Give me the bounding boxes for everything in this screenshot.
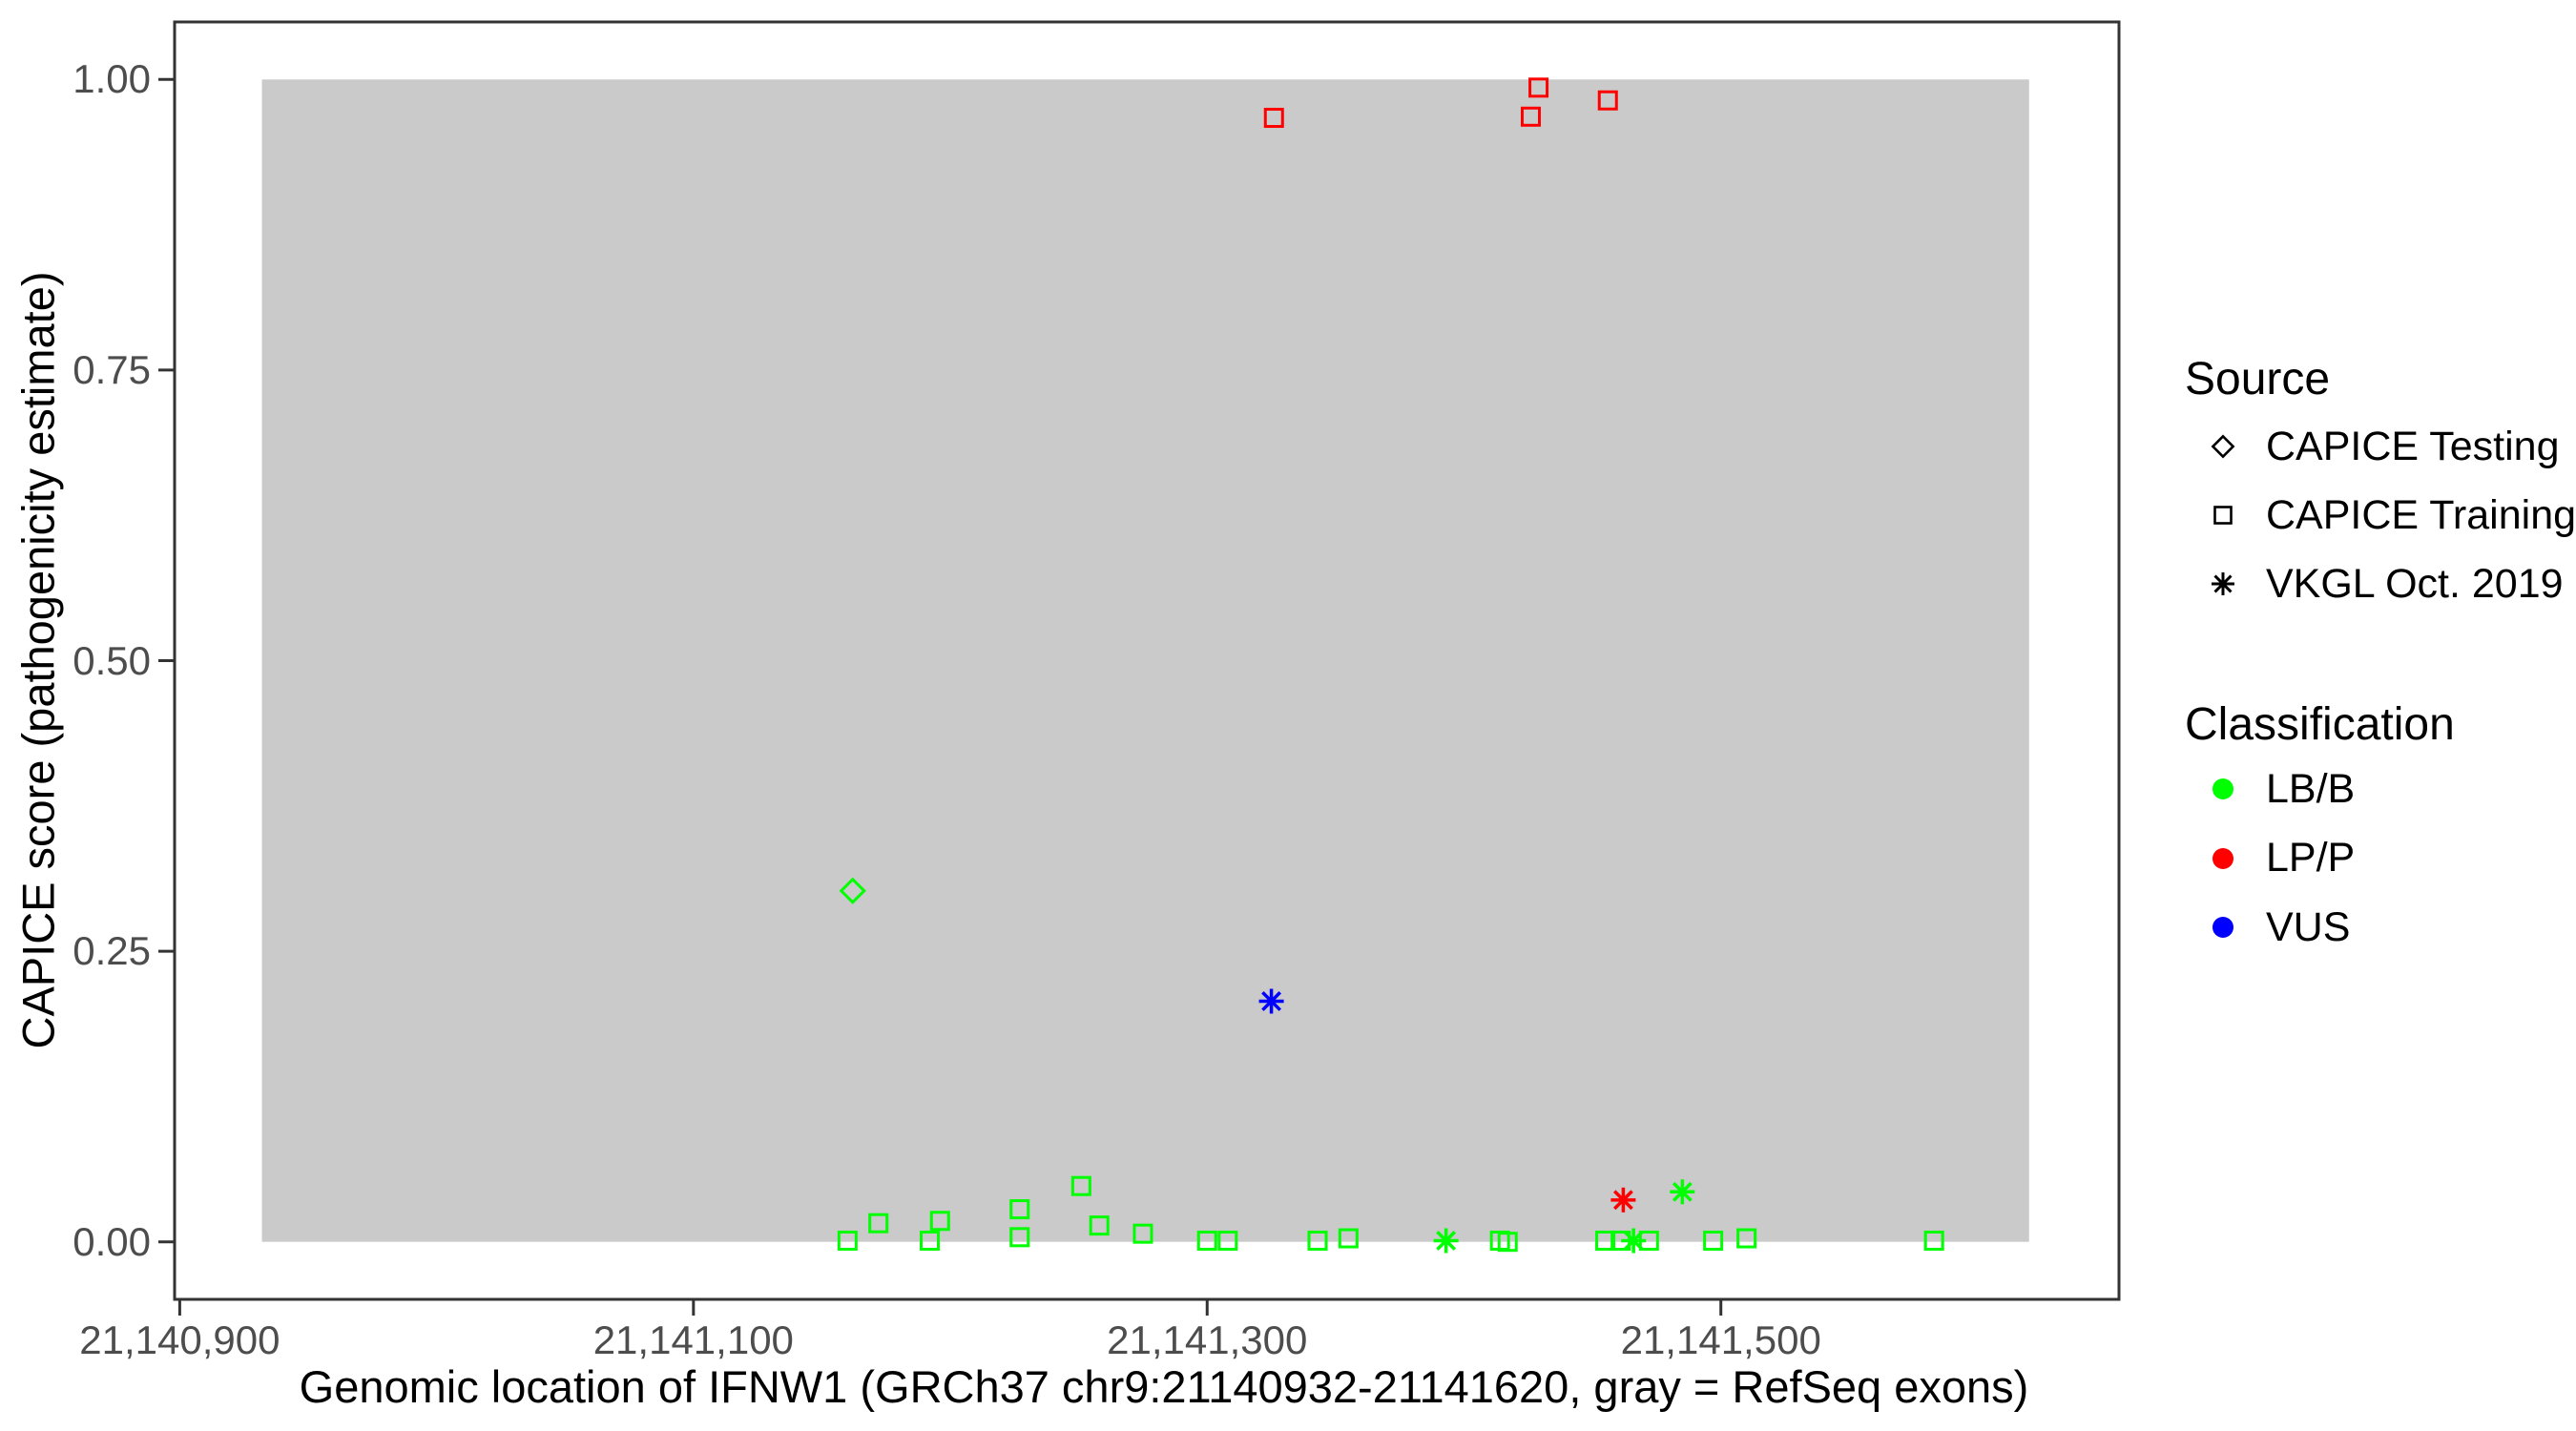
data-point xyxy=(868,1213,889,1234)
data-point xyxy=(1597,90,1618,111)
x-tick-label: 21,141,300 xyxy=(1107,1317,1308,1362)
legend-item-label: LP/P xyxy=(2266,835,2356,881)
data-point xyxy=(1009,1227,1030,1248)
circle-marker-icon xyxy=(2212,917,2233,938)
circle-marker-icon xyxy=(2212,778,2233,799)
legend-item: LP/P xyxy=(2202,834,2355,883)
legend-classification-title: Classification xyxy=(2185,699,2455,750)
data-point xyxy=(1528,77,1549,98)
data-point xyxy=(1703,1230,1724,1251)
data-point xyxy=(920,1230,941,1251)
x-tick-label: 21,141,100 xyxy=(592,1317,794,1362)
y-tick-label: 0.00 xyxy=(73,1218,151,1264)
asterisk-marker-icon xyxy=(2212,572,2234,595)
diamond-legend-icon xyxy=(2211,434,2235,459)
data-point xyxy=(1736,1228,1757,1249)
legend-item-label: CAPICE Testing xyxy=(2266,423,2560,469)
x-axis-title: Genomic location of IFNW1 (GRCh37 chr9:2… xyxy=(299,1361,2029,1412)
legend-item: VUS xyxy=(2202,902,2350,952)
legend-item-label: CAPICE Training xyxy=(2266,491,2576,538)
asterisk-legend-icon xyxy=(2212,572,2234,595)
data-point xyxy=(1433,1228,1459,1254)
exon-region-band xyxy=(261,79,2029,1242)
x-tick-label: 21,141,500 xyxy=(1620,1317,1821,1362)
y-tick-label: 0.50 xyxy=(73,637,151,683)
circle-legend-icon xyxy=(2212,847,2233,869)
circle-legend-icon xyxy=(2212,917,2233,938)
legend-item-label: LB/B xyxy=(2266,765,2356,812)
data-point xyxy=(1089,1215,1110,1236)
data-point xyxy=(839,877,866,904)
diamond-marker-icon xyxy=(2211,434,2235,459)
data-point xyxy=(1520,106,1541,127)
x-tick-label: 21,140,900 xyxy=(79,1317,280,1362)
circle-legend-icon xyxy=(2212,778,2233,799)
square-marker-icon xyxy=(2213,506,2233,525)
y-tick-label: 1.00 xyxy=(73,56,151,102)
data-point xyxy=(1258,988,1284,1014)
data-point xyxy=(837,1230,858,1251)
data-point xyxy=(1307,1230,1328,1251)
data-point xyxy=(1132,1223,1153,1244)
legend-item: VKGL Oct. 2019 xyxy=(2202,559,2564,609)
data-point xyxy=(1196,1230,1217,1251)
data-point xyxy=(1610,1187,1636,1213)
data-point xyxy=(1610,1230,1631,1251)
y-tick-label: 0.25 xyxy=(73,928,151,974)
legend-item-label: VKGL Oct. 2019 xyxy=(2266,560,2564,607)
legend-source-title: Source xyxy=(2185,354,2331,404)
y-tick-label: 0.75 xyxy=(73,346,151,392)
data-point xyxy=(1670,1179,1695,1205)
data-point xyxy=(1595,1230,1616,1251)
data-point xyxy=(1263,108,1284,129)
legend-item-label: VUS xyxy=(2266,903,2351,950)
legend-item: CAPICE Training xyxy=(2202,490,2576,540)
data-point xyxy=(1638,1230,1659,1251)
legend-item: LB/B xyxy=(2202,764,2355,814)
data-point xyxy=(1009,1199,1030,1220)
data-point xyxy=(1338,1228,1359,1249)
data-point xyxy=(1923,1230,1944,1251)
square-legend-icon xyxy=(2213,506,2233,525)
legend-item: CAPICE Testing xyxy=(2202,422,2560,471)
data-point xyxy=(1070,1175,1091,1196)
data-point xyxy=(1217,1230,1238,1251)
data-point xyxy=(929,1211,950,1232)
data-point xyxy=(1497,1232,1518,1253)
circle-marker-icon xyxy=(2212,847,2233,869)
